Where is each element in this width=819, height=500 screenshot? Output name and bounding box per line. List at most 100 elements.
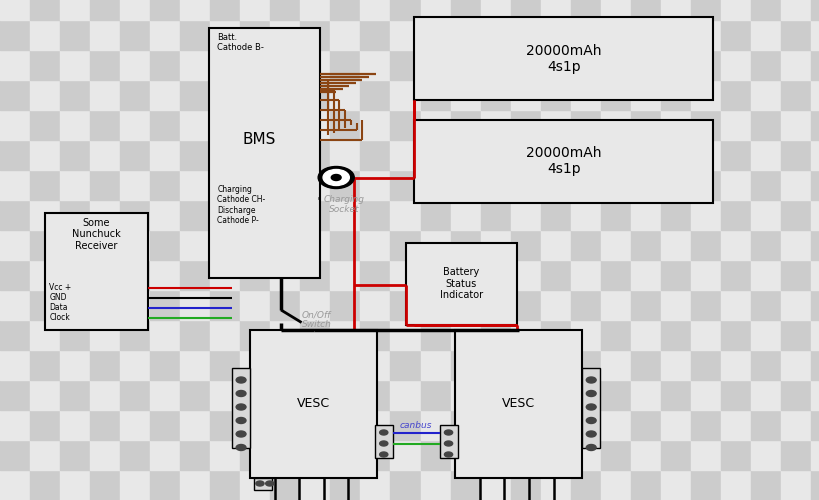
Bar [60,350,90,380]
Bar [810,350,819,380]
Bar [270,350,300,380]
Bar [630,380,660,410]
Bar [330,20,360,50]
Bar [570,350,600,380]
Bar [232,368,250,448]
Bar [180,140,210,170]
Bar [690,290,720,320]
Bar [60,320,90,350]
Bar [780,410,810,440]
Bar [180,440,210,470]
Bar [630,140,660,170]
Bar [780,440,810,470]
Bar [210,350,240,380]
Bar [210,290,240,320]
Circle shape [236,390,246,396]
Bar [600,350,630,380]
Circle shape [236,431,246,437]
Bar [510,0,540,20]
Bar [480,290,510,320]
Bar [690,20,720,50]
Bar [300,380,330,410]
Bar [630,110,660,140]
Bar [270,50,300,80]
Text: GND: GND [49,293,66,302]
Bar [120,380,150,410]
Bar [510,140,540,170]
Bar [240,320,270,350]
Bar [120,470,150,500]
Bar [240,410,270,440]
Bar [810,320,819,350]
Bar [720,110,750,140]
Bar [480,230,510,260]
Bar [810,410,819,440]
Bar [720,260,750,290]
Bar [570,140,600,170]
Bar [150,200,180,230]
Bar [0,200,30,230]
Bar [720,470,750,500]
Bar [780,110,810,140]
Bar [450,260,480,290]
Bar [450,380,480,410]
Bar [510,110,540,140]
Text: On/Off
Switch: On/Off Switch [301,310,331,330]
Bar [540,80,570,110]
Bar [180,110,210,140]
Bar [300,0,330,20]
Circle shape [236,418,246,424]
Bar [270,380,300,410]
Bar [240,20,270,50]
Bar [60,110,90,140]
Bar [150,80,180,110]
Bar [750,0,780,20]
Bar [660,440,690,470]
Bar [750,470,780,500]
Bar [420,260,450,290]
Bar [810,470,819,500]
Bar [780,80,810,110]
Bar [540,380,570,410]
Bar [30,50,60,80]
Bar [480,50,510,80]
Bar [90,50,120,80]
Bar [360,350,390,380]
Bar [30,290,60,320]
Circle shape [236,444,246,450]
Bar [0,470,30,500]
Bar [570,380,600,410]
Bar [360,380,390,410]
Bar [60,410,90,440]
Bar [150,260,180,290]
Text: VESC: VESC [296,397,330,410]
Bar [480,380,510,410]
Bar [630,200,660,230]
Bar [810,20,819,50]
Bar [360,260,390,290]
Bar [90,320,120,350]
Bar [180,470,210,500]
Bar [300,440,330,470]
Bar [300,350,330,380]
Bar [780,50,810,80]
Text: Batt.
Cathode B-: Batt. Cathode B- [217,32,264,52]
Bar [210,230,240,260]
Bar [780,0,810,20]
Bar [750,260,780,290]
Text: Vcc +: Vcc + [49,283,71,292]
Bar [600,320,630,350]
Bar [60,0,90,20]
Bar [180,410,210,440]
Bar [120,80,150,110]
Bar [450,80,480,110]
Bar [540,440,570,470]
Bar [180,50,210,80]
Bar [630,290,660,320]
Bar [150,170,180,200]
Bar [240,470,270,500]
Bar [90,290,120,320]
Bar [540,0,570,20]
Bar [30,170,60,200]
Text: Charging
Socket: Charging Socket [324,195,364,214]
